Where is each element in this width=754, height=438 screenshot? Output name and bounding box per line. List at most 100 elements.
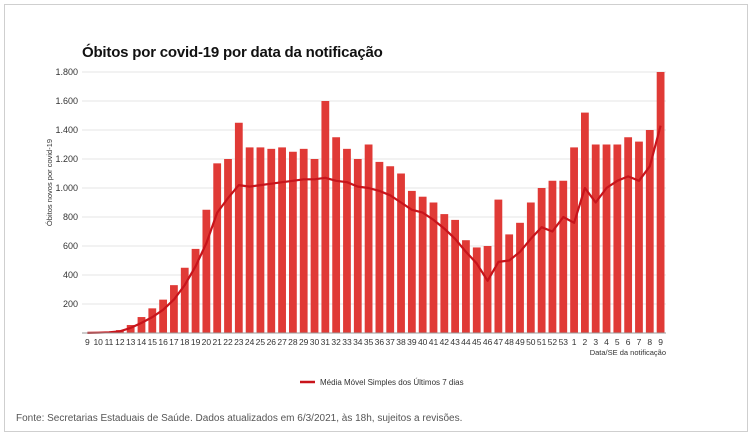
- y-tick-label: 1.200: [55, 154, 78, 164]
- x-tick-label: 38: [396, 337, 406, 347]
- y-tick-label: 200: [63, 299, 78, 309]
- bar: [483, 246, 492, 333]
- x-tick-label: 37: [385, 337, 395, 347]
- bar: [213, 163, 222, 333]
- x-tick-label: 6: [626, 337, 631, 347]
- y-tick-label: 400: [63, 270, 78, 280]
- x-tick-label: 46: [483, 337, 493, 347]
- x-tick-label: 23: [234, 337, 244, 347]
- bar: [440, 214, 449, 333]
- x-axis-label: Data/SE da notificação: [590, 348, 666, 357]
- y-tick-label: 1.400: [55, 125, 78, 135]
- bar: [159, 299, 168, 333]
- x-tick-label: 13: [126, 337, 136, 347]
- y-tick-label: 1.800: [55, 67, 78, 77]
- x-tick-label: 10: [93, 337, 103, 347]
- x-tick-label: 28: [288, 337, 298, 347]
- bar: [353, 159, 362, 333]
- bar: [581, 112, 589, 333]
- bar: [299, 148, 308, 333]
- bar: [332, 137, 341, 333]
- x-tick-label: 9: [85, 337, 90, 347]
- x-tick-label: 12: [115, 337, 125, 347]
- x-tick-label: 41: [429, 337, 439, 347]
- bar: [656, 72, 665, 333]
- bar: [624, 137, 633, 333]
- y-tick-label: 600: [63, 241, 78, 251]
- bar: [170, 285, 178, 333]
- bar: [234, 122, 243, 333]
- x-tick-label: 33: [342, 337, 352, 347]
- bar: [526, 202, 535, 333]
- bar: [267, 148, 276, 333]
- x-tick-label: 29: [299, 337, 309, 347]
- bar: [418, 196, 427, 333]
- bar: [537, 188, 546, 333]
- bar: [343, 148, 351, 333]
- bar: [375, 161, 384, 333]
- grid-lines: [82, 71, 666, 305]
- x-tick-label: 52: [548, 337, 558, 347]
- bar: [256, 147, 265, 333]
- x-tick-label: 20: [202, 337, 212, 347]
- x-tick-label: 16: [158, 337, 168, 347]
- x-tick-label: 47: [494, 337, 504, 347]
- y-tick-labels: 200 400 600 800 1.000 1.200 1.400 1.600 1.800: [55, 67, 78, 309]
- bar: [202, 209, 211, 333]
- x-tick-label: 25: [256, 337, 266, 347]
- x-tick-label: 14: [137, 337, 147, 347]
- bar: [386, 166, 395, 333]
- x-tick-label: 18: [180, 337, 190, 347]
- bar: [602, 144, 611, 333]
- bar: [191, 248, 200, 333]
- x-tick-label: 48: [504, 337, 514, 347]
- bar: [548, 180, 557, 333]
- bar: [278, 147, 286, 333]
- x-tick-label: 32: [331, 337, 341, 347]
- legend-label-moving-average: Média Móvel Simples dos Últimos 7 dias: [320, 378, 464, 387]
- bar: [364, 144, 373, 333]
- x-tick-label: 53: [559, 337, 569, 347]
- x-tick-label: 17: [169, 337, 179, 347]
- x-tick-label: 26: [267, 337, 277, 347]
- bar: [645, 130, 654, 333]
- x-tick-label: 1: [572, 337, 577, 347]
- bar: [570, 147, 578, 333]
- bars: [83, 72, 665, 334]
- bar: [451, 219, 460, 333]
- x-tick-label: 5: [615, 337, 620, 347]
- x-tick-label: 51: [537, 337, 547, 347]
- bar: [148, 308, 157, 333]
- x-tick-label: 43: [450, 337, 460, 347]
- x-tick-label: 44: [461, 337, 471, 347]
- x-tick-label: 15: [148, 337, 158, 347]
- x-tick-label: 11: [105, 337, 114, 347]
- x-tick-labels: 9 10 11 12 13 14 15 16 17 18 19 20 21 22 23 24 25 26 27 28 2…: [85, 337, 663, 347]
- legend: Média Móvel Simples dos Últimos 7 dias: [300, 378, 464, 387]
- source-note: Fonte: Secretarias Estaduais de Saúde. D…: [16, 413, 463, 424]
- x-tick-label: 4: [604, 337, 609, 347]
- x-tick-label: 30: [310, 337, 320, 347]
- x-tick-label: 49: [515, 337, 525, 347]
- bar: [180, 267, 189, 333]
- x-tick-label: 19: [191, 337, 201, 347]
- x-tick-label: 7: [637, 337, 642, 347]
- bar: [310, 159, 319, 333]
- bar: [472, 247, 481, 333]
- x-tick-label: 3: [593, 337, 598, 347]
- x-tick-label: 22: [223, 337, 233, 347]
- bar: [516, 222, 524, 333]
- x-tick-label: 40: [418, 337, 428, 347]
- bar: [494, 199, 503, 333]
- y-tick-label: 800: [63, 212, 78, 222]
- bar: [613, 144, 622, 333]
- x-tick-label: 50: [526, 337, 536, 347]
- bar: [289, 151, 297, 333]
- x-tick-label: 24: [245, 337, 255, 347]
- bar: [407, 190, 416, 333]
- bar: [321, 101, 330, 333]
- x-tick-label: 8: [647, 337, 652, 347]
- bar: [462, 240, 470, 333]
- x-tick-label: 34: [353, 337, 363, 347]
